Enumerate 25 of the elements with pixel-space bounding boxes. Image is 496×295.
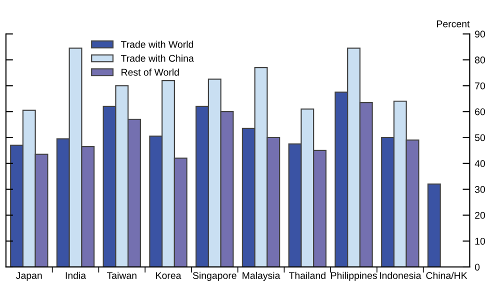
y-tick-label: 40 (474, 160, 486, 168)
y-tick-label: 80 (474, 56, 486, 64)
bar (427, 184, 441, 267)
y-tick-label: 30 (474, 186, 486, 193)
x-tick-label: Thailand (288, 272, 326, 279)
x-tick-label: India (66, 272, 86, 279)
y-tick-label: 60 (475, 108, 486, 116)
x-tick-label: Taiwan (106, 272, 136, 279)
x-tick-label: China/HK (426, 272, 468, 279)
y-tick-label: 70 (475, 82, 486, 90)
x-tick-label: Korea (156, 272, 182, 279)
legend-label: Trade with World (120, 40, 194, 48)
y-tick-label: 50 (474, 134, 486, 142)
x-tick-label: Indonesia (380, 272, 422, 279)
x-tick-label: Japan (16, 272, 42, 281)
x-tick-label: Philippines (331, 272, 377, 281)
legend-label: Rest of World (122, 68, 179, 76)
legend-label: Trade with China (120, 54, 194, 62)
y-tick-label: 20 (475, 212, 486, 219)
y-tick-label: 0 (474, 264, 480, 271)
y-tick-label: 10 (475, 238, 486, 245)
y-tick-label: 90 (475, 30, 486, 38)
x-tick-label: Malaysia (242, 272, 280, 281)
x-tick-label: Singapore (192, 272, 236, 281)
y-axis-title: Percent (437, 20, 470, 28)
